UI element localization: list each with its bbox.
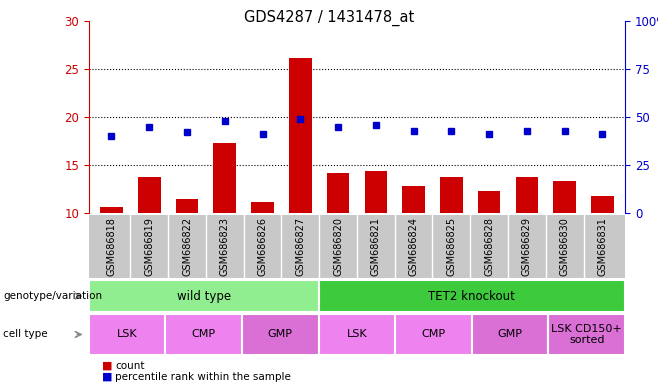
Bar (89, 280, 318, 312)
Bar (478, 191, 501, 213)
Bar (591, 196, 614, 213)
Bar (549, 314, 625, 355)
Text: GSM686827: GSM686827 (295, 217, 305, 276)
Text: genotype/variation: genotype/variation (3, 291, 103, 301)
Bar (318, 280, 625, 312)
Text: GSM686824: GSM686824 (409, 217, 418, 276)
Text: cell type: cell type (3, 329, 48, 339)
Bar (318, 314, 395, 355)
Text: GSM686828: GSM686828 (484, 217, 494, 276)
Text: TET2 knockout: TET2 knockout (428, 290, 515, 303)
Bar (553, 182, 576, 213)
Text: CMP: CMP (422, 329, 445, 339)
Text: GSM686821: GSM686821 (371, 217, 381, 276)
Text: GSM686822: GSM686822 (182, 217, 192, 276)
Text: GDS4287 / 1431478_at: GDS4287 / 1431478_at (244, 10, 414, 26)
Bar (100, 207, 123, 213)
Text: GMP: GMP (497, 329, 522, 339)
Text: GMP: GMP (268, 329, 293, 339)
Bar (472, 314, 549, 355)
Text: ■: ■ (102, 372, 113, 382)
Text: GSM686826: GSM686826 (257, 217, 268, 276)
Text: GSM686819: GSM686819 (144, 217, 154, 276)
Text: LSK: LSK (347, 329, 367, 339)
Text: GSM686823: GSM686823 (220, 217, 230, 276)
Bar (242, 314, 318, 355)
Text: GSM686818: GSM686818 (107, 217, 116, 276)
Bar (365, 171, 387, 213)
Text: LSK: LSK (117, 329, 138, 339)
Text: GSM686825: GSM686825 (446, 217, 457, 276)
Bar (251, 202, 274, 213)
Text: LSK CD150+
sorted: LSK CD150+ sorted (551, 324, 622, 345)
Text: CMP: CMP (191, 329, 216, 339)
Text: GSM686830: GSM686830 (560, 217, 570, 276)
Text: GSM686831: GSM686831 (597, 217, 607, 276)
Bar (289, 58, 312, 213)
Bar (165, 314, 242, 355)
Bar (213, 143, 236, 213)
Text: percentile rank within the sample: percentile rank within the sample (115, 372, 291, 382)
Text: GSM686829: GSM686829 (522, 217, 532, 276)
Text: count: count (115, 361, 145, 371)
Text: ■: ■ (102, 361, 113, 371)
Bar (402, 186, 425, 213)
Bar (516, 177, 538, 213)
Bar (89, 314, 165, 355)
Bar (327, 173, 349, 213)
Bar (176, 199, 198, 213)
Bar (440, 177, 463, 213)
Text: GSM686820: GSM686820 (333, 217, 343, 276)
Bar (138, 177, 161, 213)
Bar (395, 314, 472, 355)
Text: wild type: wild type (177, 290, 231, 303)
